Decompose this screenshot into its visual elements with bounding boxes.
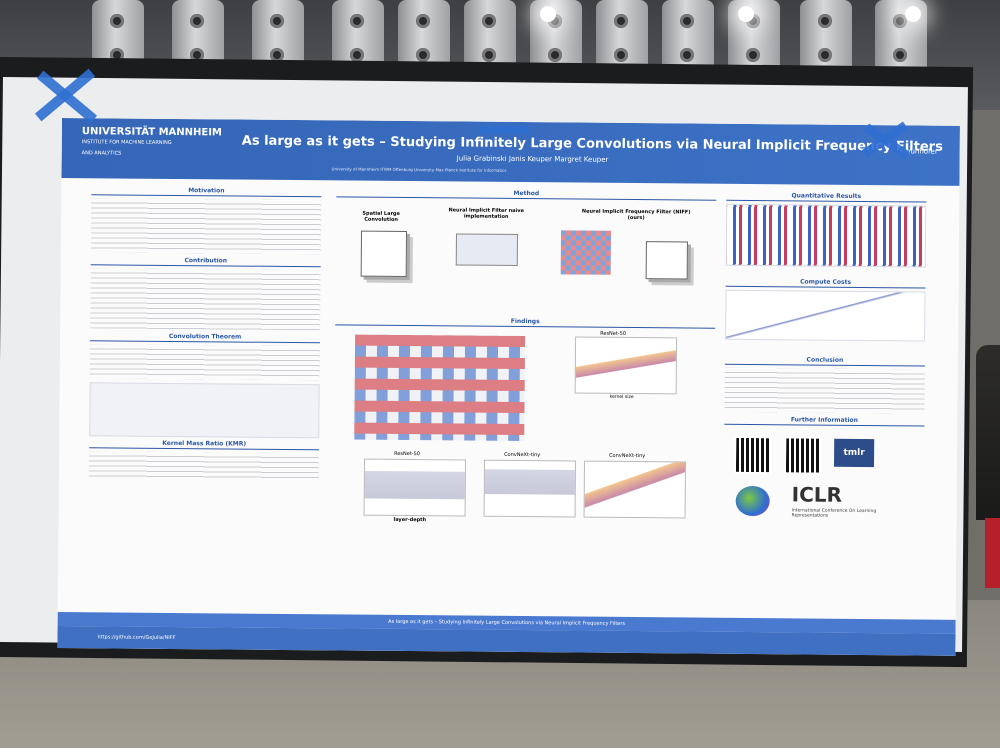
contribution-heading: Contribution (90, 256, 321, 268)
resnet-label: ResNet-50 (600, 330, 627, 337)
method-figure: Spatial Large Convolution Neural Implici… (335, 200, 717, 304)
theorem-figure (89, 382, 320, 439)
blue-tape (480, 126, 530, 134)
right-column: Quantitative Results Compute Costs Concl… (723, 191, 927, 540)
poster-authors: Julia Grabinski Janis Keuper Margret Keu… (456, 154, 609, 164)
filter-grid (354, 334, 526, 442)
ceiling-light (540, 6, 556, 22)
poster: UNIVERSITÄT MANNHEIM INSTITUTE FOR MACHI… (57, 118, 960, 656)
depth-charts: ResNet-50 layer-depth ConvNeXt-tiny Conv… (333, 448, 714, 531)
convnext-depth-chart (483, 459, 577, 518)
quantitative-bar-chart (725, 203, 927, 268)
red-carpet (985, 518, 1000, 588)
poster-affiliations: University of Mannheim ITWM Offenburg Un… (331, 166, 507, 173)
ceiling-light (738, 6, 754, 22)
method-heading: Method (336, 188, 717, 201)
ceiling-light (905, 6, 921, 22)
findings-grid: ResNet-50 kernel size (334, 328, 715, 451)
kmr-formula (88, 483, 319, 522)
poster-title: As large as it gets – Studying Infinitel… (241, 133, 943, 155)
left-column: Motivation Contribution Convolution Theo… (88, 186, 322, 524)
resnet-depth-chart (363, 458, 467, 517)
person (976, 345, 1000, 520)
quantitative-results-heading: Quantitative Results (726, 191, 927, 203)
method-heatmap (560, 230, 612, 275)
method-label-naive: Neural Implicit Filter naive implementat… (448, 207, 524, 220)
method-stack-2 (645, 241, 688, 280)
findings-heading: Findings (335, 316, 716, 329)
method-stack-1 (360, 230, 408, 278)
method-mlp-box (455, 233, 519, 266)
iclr-full-name: International Conference On Learning Rep… (791, 508, 877, 519)
conclusion-text-placeholder (724, 367, 925, 414)
resnet-depth-title: ResNet-50 (394, 450, 420, 458)
conclusion-heading: Conclusion (724, 355, 925, 367)
convnext-kmr-chart (583, 460, 687, 519)
layer-depth-label: layer-depth (393, 516, 427, 524)
github-qr[interactable] (783, 436, 823, 475)
convolution-theorem-heading: Convolution Theorem (90, 332, 321, 344)
motivation-text-placeholder (90, 198, 322, 255)
convnext-kmr-title: ConvNeXt-tiny (609, 452, 646, 460)
tmlr-logo: tmlr (833, 438, 875, 468)
contribution-text-placeholder (90, 268, 321, 331)
motivation-heading: Motivation (91, 186, 322, 198)
kernel-size-label: kernel size (609, 394, 634, 400)
openreview-qr[interactable] (733, 435, 773, 475)
further-information-heading: Further Information (724, 415, 925, 427)
method-label-spatial: Spatial Large Convolution (362, 210, 400, 223)
resnet-kmr-chart (574, 336, 678, 395)
iclr-logo: ICLR (791, 482, 843, 507)
kmr-heading: Kernel Mass Ratio (KMR) (89, 439, 320, 451)
github-link[interactable]: https://github.com/GeJulia/NIFF (97, 634, 176, 642)
convnext-depth-title: ConvNeXt-tiny (504, 451, 541, 459)
compute-costs-heading: Compute Costs (725, 277, 926, 289)
institute-name: INSTITUTE FOR MACHINE LEARNING AND ANALY… (81, 139, 172, 157)
further-info-block: tmlr ICLR International Conference On Le… (723, 428, 924, 540)
theorem-text-placeholder (89, 344, 321, 381)
university-logo: UNIVERSITÄT MANNHEIM INSTITUTE FOR MACHI… (82, 126, 222, 160)
method-label-niff: Neural Implicit Frequency Filter (NIFF) … (581, 208, 691, 222)
middle-column: Method Spatial Large Convolution Neural … (333, 188, 717, 531)
kmr-text-placeholder (88, 451, 320, 482)
iclr-brain-logo (735, 485, 770, 517)
compute-costs-chart (725, 289, 926, 342)
